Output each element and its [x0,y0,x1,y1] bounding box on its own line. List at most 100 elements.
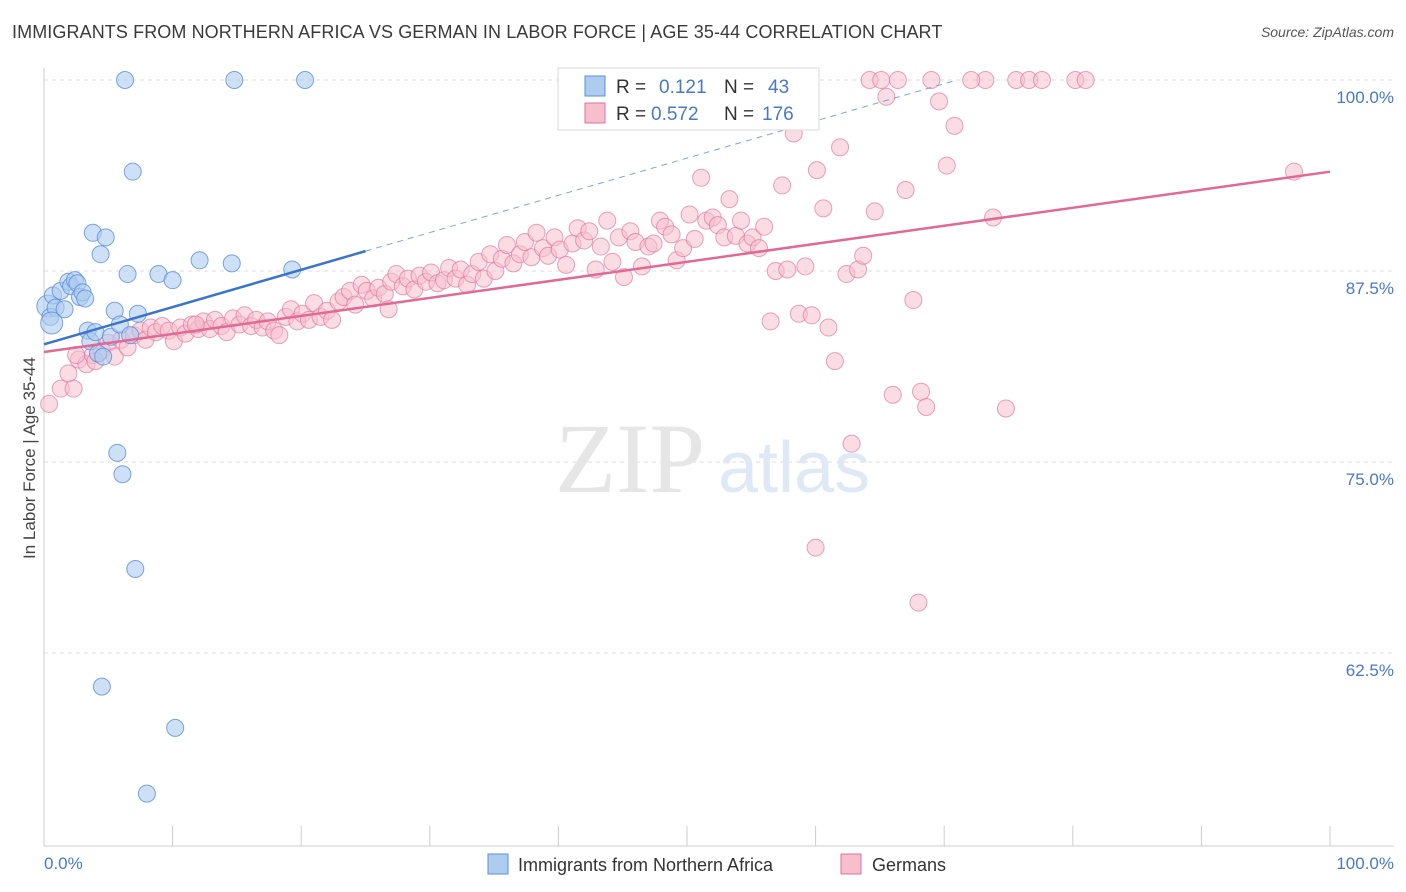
point-germans-95 [603,252,622,271]
y-tick-label-0: 62.5% [1346,661,1394,680]
legend-n-value-2: 176 [762,104,794,125]
point-immigrants-42 [40,311,64,335]
point-germans-93 [591,237,610,256]
point-germans-133 [825,352,844,371]
point-germans-136 [842,434,861,453]
point-germans-151 [937,156,956,175]
trend-immigrants-extension [365,79,958,252]
point-germans-122 [761,312,780,331]
point-germans-51 [346,295,365,314]
point-immigrants-30 [126,559,145,578]
point-immigrants-20 [96,228,115,247]
point-germans-94 [598,211,617,230]
point-germans-91 [580,222,599,241]
legend-swatch-pink [584,102,606,124]
y-tick-labels: 62.5% 75.0% 87.5% 100.0% [1336,88,1394,680]
y-tick-label-1: 75.0% [1346,470,1394,489]
gridlines [44,79,1394,654]
y-tick-label-2: 87.5% [1346,279,1394,298]
point-germans-152 [945,116,964,135]
chart-title: IMMIGRANTS FROM NORTHERN AFRICA VS GERMA… [12,22,943,42]
point-germans-145 [896,181,915,200]
point-germans-160 [1076,71,1095,89]
point-immigrants-38 [225,71,244,89]
point-germans-0 [40,394,59,413]
point-germans-147 [912,382,931,401]
point-germans-117 [732,211,751,230]
point-germans-109 [685,229,704,248]
point-germans-163 [806,538,825,557]
legend-n-label-2: N = [724,104,754,125]
series-legend: Immigrants from Northern Africa Germans [487,853,946,875]
legend-label-germans: Germans [872,855,946,875]
point-germans-121 [755,217,774,236]
legend-n-label-1: N = [724,77,754,98]
point-germans-115 [720,190,739,209]
series-immigrants-points [36,71,315,803]
point-immigrants-18 [91,245,110,264]
point-germans-143 [883,385,902,404]
point-immigrants-5 [55,300,74,319]
watermark: ZIP atlas [555,403,870,514]
point-germans-125 [778,260,797,279]
y-tick-label-3: 100.0% [1336,88,1394,107]
x-tick-label-1: 100.0% [1336,854,1394,873]
point-immigrants-23 [108,443,127,462]
point-germans-129 [802,306,821,325]
point-germans-102 [644,234,663,253]
point-germans-144 [888,71,907,89]
legend-r-label-2: R = [616,104,646,125]
point-germans-87 [557,255,576,274]
point-germans-110 [692,168,711,187]
point-immigrants-19 [94,347,113,366]
y-axis-label: In Labor Force | Age 35-44 [20,357,39,559]
point-immigrants-34 [163,271,182,290]
legend-r-label-1: R = [616,77,646,98]
point-germans-47 [323,310,342,329]
point-germans-82 [527,223,546,242]
legend-swatch-immigrants [487,853,509,875]
point-germans-134 [831,138,850,157]
point-immigrants-27 [118,265,137,284]
legend-r-value-2: 0.572 [651,104,699,125]
point-immigrants-26 [116,71,135,89]
point-germans-155 [996,399,1015,418]
point-immigrants-32 [137,784,156,803]
point-germans-128 [796,257,815,276]
legend-r-value-1: 0.121 [659,77,707,98]
point-immigrants-35 [166,718,185,737]
point-germans-141 [872,71,891,89]
point-germans-148 [917,397,936,416]
trend-lines [43,79,1331,354]
watermark-zip: ZIP [555,403,705,514]
legend-n-value-1: 43 [768,77,789,98]
point-germans-108 [680,205,699,224]
point-immigrants-39 [92,677,111,696]
point-germans-97 [614,268,633,287]
point-germans-132 [819,318,838,337]
point-germans-3 [64,379,83,398]
point-germans-105 [662,225,681,244]
x-tick-labels: 0.0% 100.0% [44,854,1394,873]
trend-immigrants [43,249,366,346]
point-germans-120 [750,239,769,258]
point-immigrants-41 [296,71,315,89]
point-germans-158 [1032,71,1051,89]
trend-germans [43,170,1331,354]
point-germans-164 [909,593,928,612]
correlation-legend: R = 0.121 N = 43 R = 0.572 N = 176 [557,67,820,131]
point-germans-38 [270,326,289,345]
point-germans-150 [930,92,949,111]
legend-swatch-germans [840,853,862,875]
legend-swatch-blue [584,75,606,97]
point-germans-138 [854,246,873,265]
axes [43,68,1394,847]
point-immigrants-36 [190,251,209,270]
point-germans-124 [773,176,792,195]
point-germans-77 [497,236,516,255]
point-germans-162 [962,71,981,89]
source-credit: Source: ZipAtlas.com [1260,24,1394,40]
point-immigrants-37 [222,254,241,273]
x-tick-label-0: 0.0% [44,854,83,873]
